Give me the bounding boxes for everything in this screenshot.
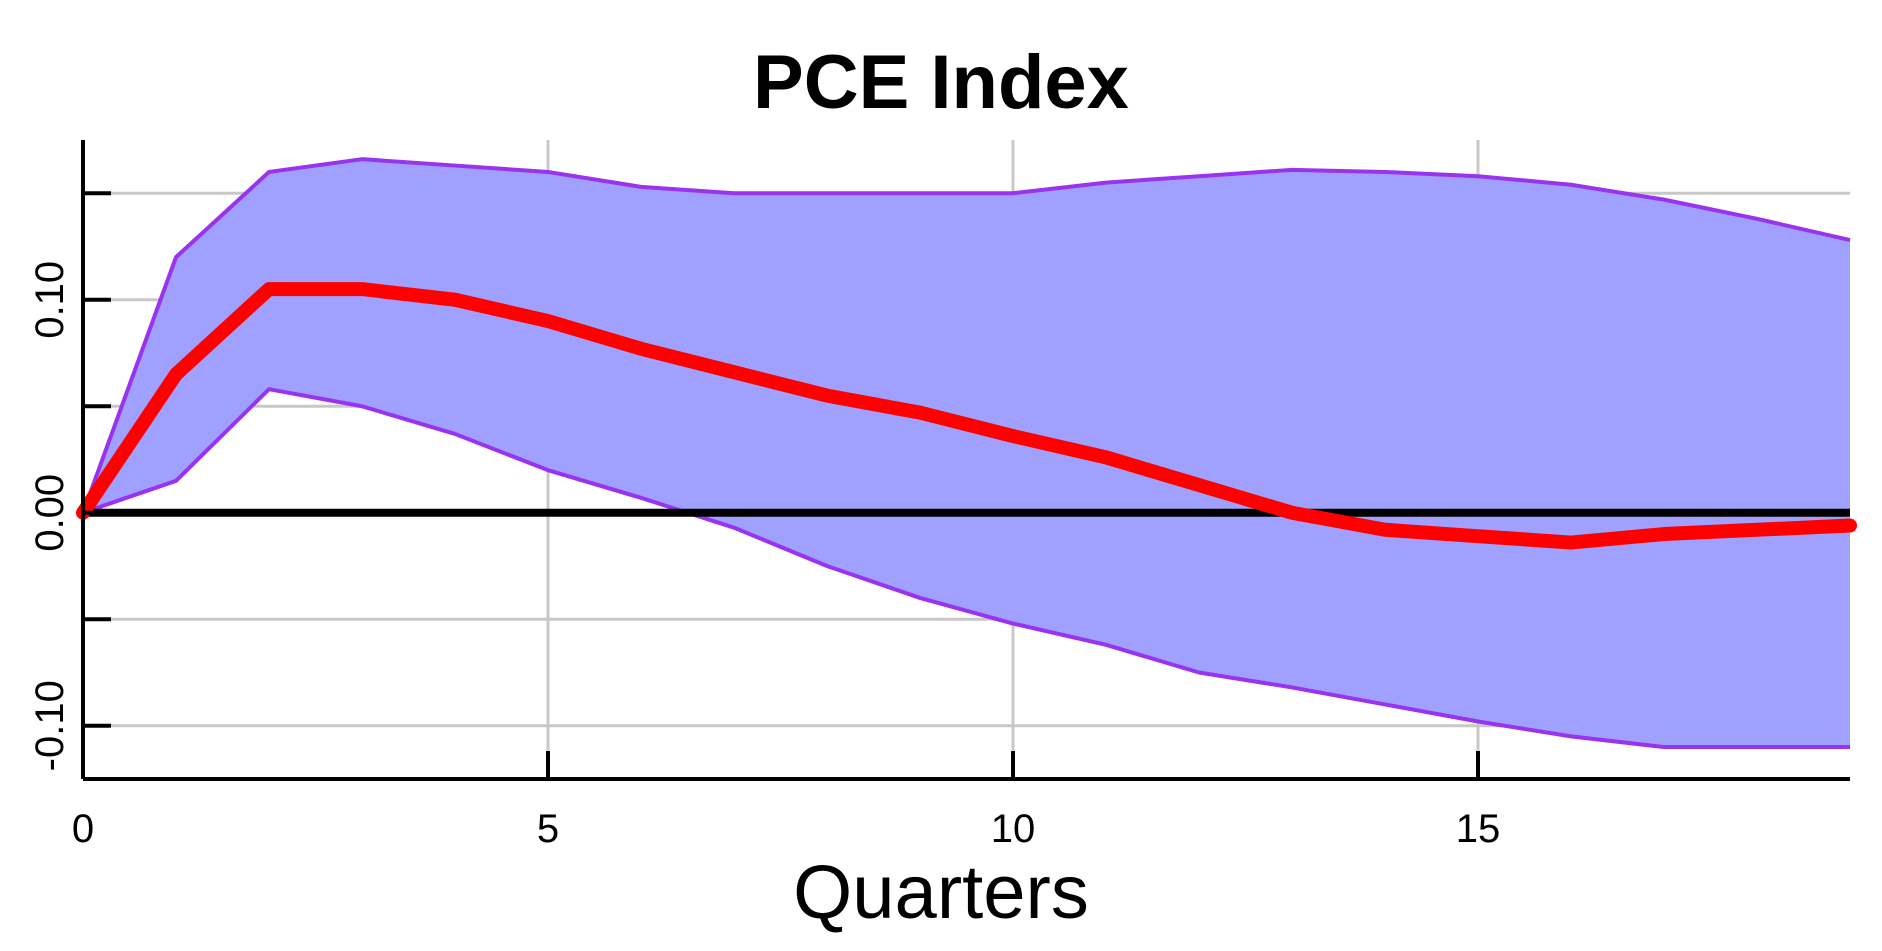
confidence-band: [81, 157, 1851, 750]
x-tick-label: 15: [1456, 807, 1501, 851]
y-tick-label: 0.10: [28, 261, 72, 339]
x-tick-label: 10: [991, 807, 1036, 851]
tick-labels: -0.10 0.00 0.10 0 5 10 15: [28, 261, 1500, 851]
response-series-line: [76, 282, 1857, 550]
axes: [81, 140, 1850, 781]
chart-title: PCE Index: [753, 40, 1129, 125]
band-fill: [83, 159, 1850, 748]
x-tick-label: 5: [537, 807, 559, 851]
y-tick-label: 0.00: [28, 474, 72, 552]
lower-band-line: [82, 387, 1850, 750]
y-tick-label: -0.10: [28, 680, 72, 771]
x-axis-label: Quarters: [793, 850, 1089, 935]
x-tick-label: 0: [72, 807, 94, 851]
upper-band-line: [81, 157, 1851, 514]
response-line: [76, 282, 1857, 550]
